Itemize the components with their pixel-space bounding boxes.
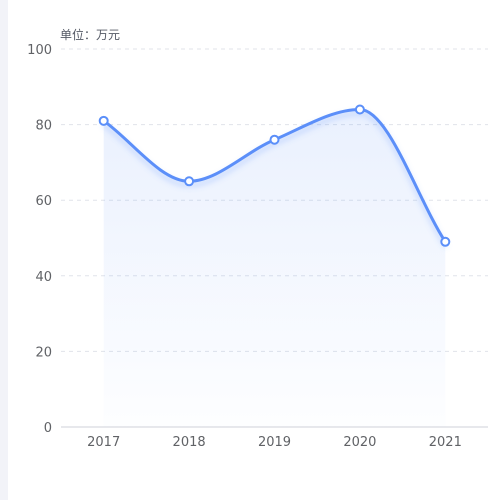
- x-tick-label: 2017: [87, 435, 120, 450]
- x-axis: 2017 2018 2019 2020 2021: [87, 435, 462, 450]
- x-tick-label: 2020: [343, 435, 376, 450]
- area-layer: [103, 109, 446, 427]
- data-point[interactable]: [354, 104, 365, 115]
- y-tick-label: 40: [35, 270, 52, 285]
- y-tick-label: 0: [44, 421, 52, 436]
- x-tick-label: 2021: [429, 435, 462, 450]
- data-point[interactable]: [184, 176, 195, 187]
- y-tick-label: 20: [35, 345, 52, 360]
- series-area: [103, 109, 446, 427]
- data-point[interactable]: [440, 236, 451, 247]
- y-tick-label: 100: [27, 43, 52, 58]
- y-axis: 0 20 40 60 80 100: [27, 43, 52, 436]
- x-tick-label: 2019: [258, 435, 291, 450]
- y-tick-label: 80: [35, 119, 52, 134]
- data-point[interactable]: [98, 115, 109, 126]
- point-layer: [98, 104, 451, 247]
- unit-label: 单位：万元: [60, 28, 121, 42]
- x-tick-label: 2018: [173, 435, 206, 450]
- left-panel-edge: [0, 0, 8, 500]
- y-tick-label: 60: [35, 194, 52, 209]
- data-point[interactable]: [269, 134, 280, 145]
